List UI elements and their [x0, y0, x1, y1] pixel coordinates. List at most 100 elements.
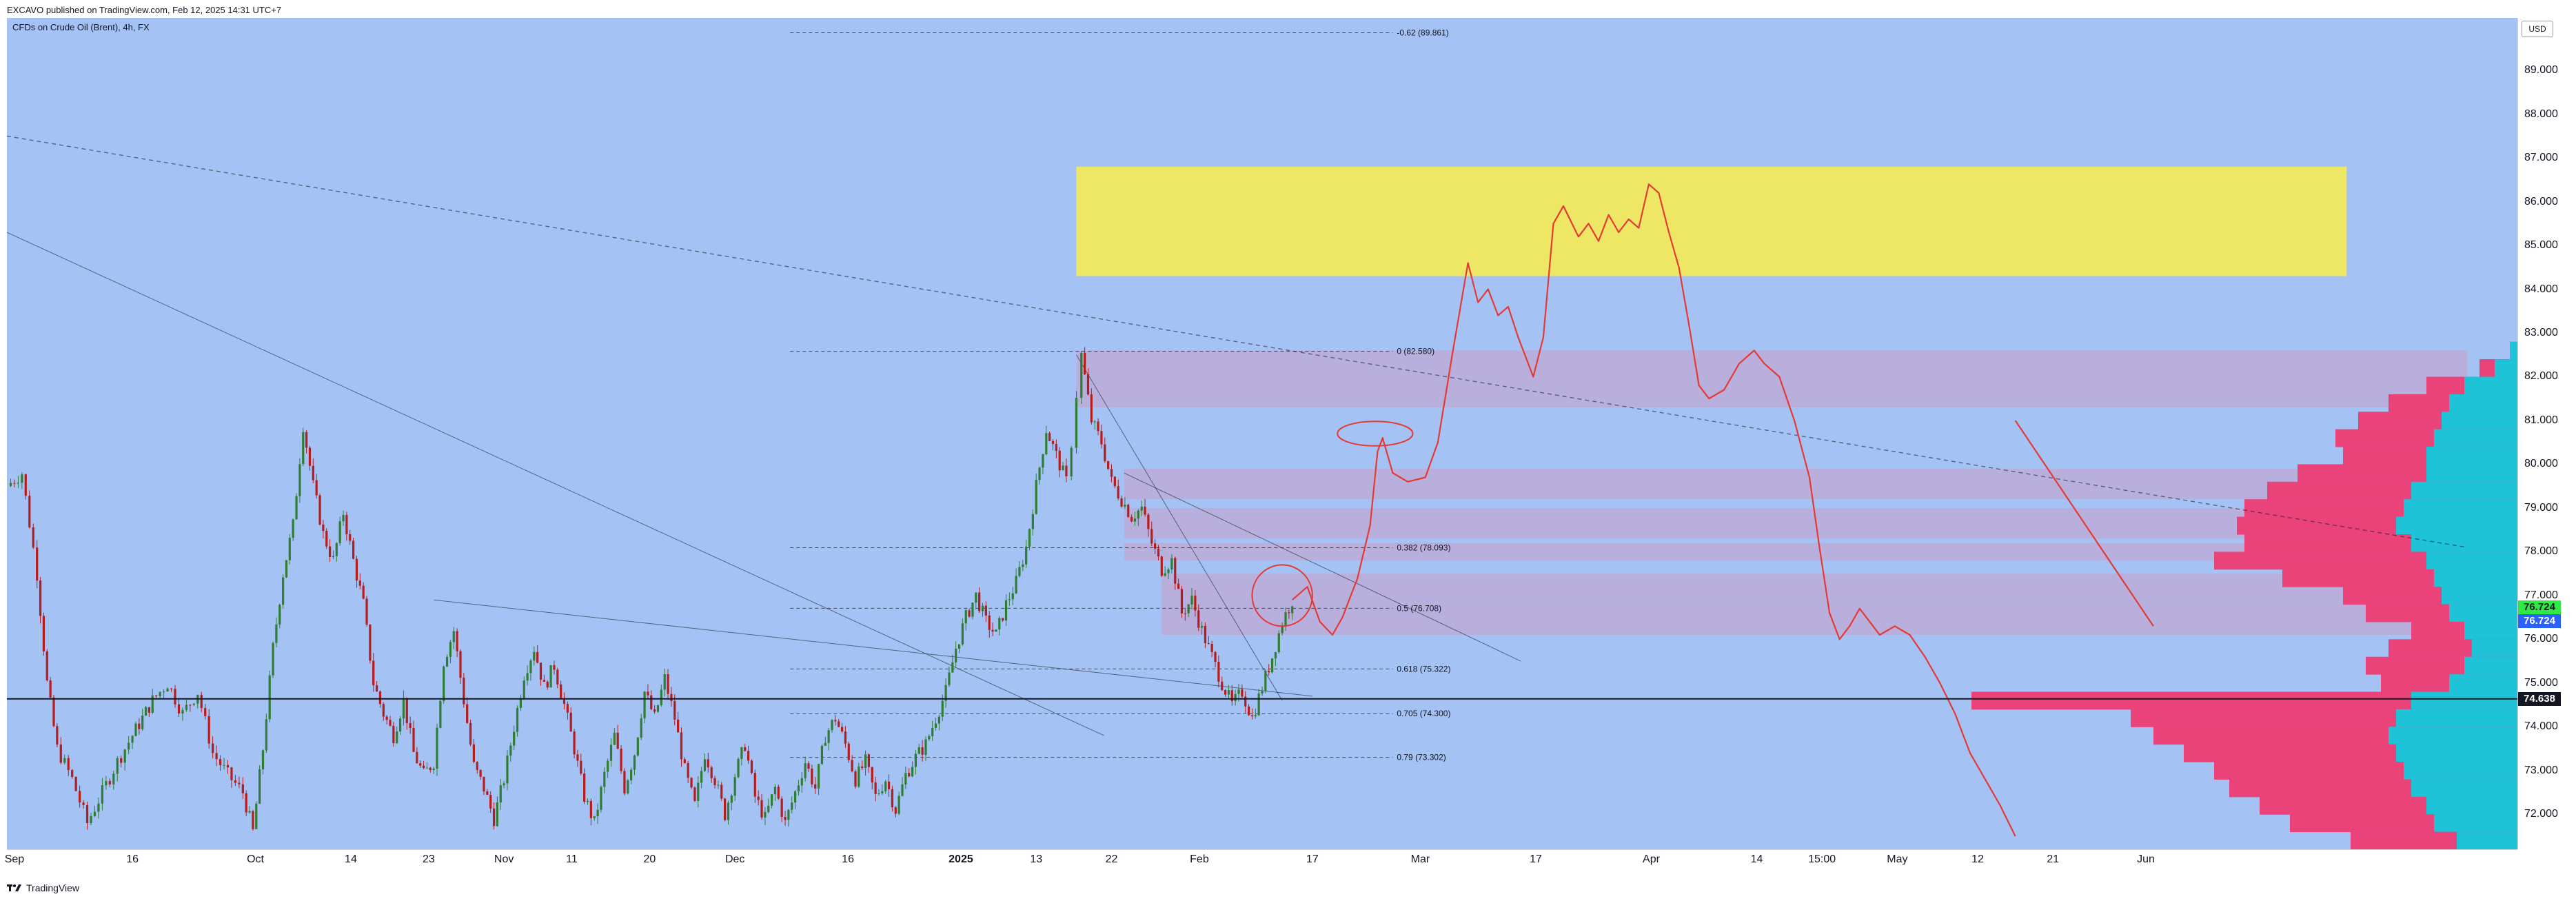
price-axis[interactable]	[2517, 18, 2576, 849]
candle-body	[807, 763, 810, 769]
candle-body	[670, 694, 673, 701]
candle-body	[223, 765, 225, 766]
candle-body	[248, 811, 251, 813]
volume-profile-cyan-bar	[2442, 587, 2517, 605]
candle-body	[791, 802, 793, 810]
time-axis-tick: 15:00	[1808, 853, 1836, 865]
candle-body	[255, 803, 258, 829]
candle-body	[523, 680, 525, 698]
candle-body	[814, 784, 817, 789]
time-axis-tick: 16	[126, 853, 139, 865]
candle-body	[750, 760, 753, 773]
candle-body	[971, 603, 974, 617]
candle-body	[546, 681, 549, 688]
candle-body	[1084, 352, 1086, 374]
candle-body	[71, 770, 74, 778]
candle-body	[241, 784, 244, 793]
candle-body	[1230, 690, 1233, 702]
candle-body	[288, 538, 291, 560]
candle-body	[1154, 543, 1157, 549]
candle-body	[302, 432, 305, 465]
published-caption: EXCAVO published on TradingView.com, Feb…	[7, 5, 282, 15]
volume-profile-cyan-bar	[2457, 831, 2517, 849]
candle-body	[667, 674, 669, 694]
candle-body	[329, 546, 332, 557]
candle-body	[867, 754, 871, 767]
candle-body	[881, 791, 884, 793]
price-tag: 76.724	[2518, 614, 2561, 629]
candle-body	[957, 644, 961, 649]
candle-body	[1113, 476, 1116, 487]
candle-body	[941, 700, 944, 717]
candle-body	[533, 651, 536, 661]
candle-body	[560, 684, 562, 698]
candle-body	[1150, 529, 1153, 544]
candle-body	[911, 767, 914, 777]
volume-profile-cyan-bar	[2510, 341, 2517, 360]
candle-body	[961, 623, 964, 645]
volume-profile-cyan-bar	[2396, 516, 2517, 535]
candle-body	[519, 698, 522, 708]
highlight-circle	[1251, 564, 1313, 627]
candle-body	[79, 791, 81, 803]
candle-body	[1093, 421, 1096, 423]
candle-body	[13, 483, 16, 484]
chart-plot-area[interactable]: -0.62 (89.861) 0 (82.580) 0.382 (78.093) 0.…	[7, 18, 2517, 849]
candle-body	[1227, 690, 1230, 695]
candle-body	[489, 794, 492, 809]
candle-body	[372, 660, 375, 686]
candle-body	[834, 720, 837, 722]
candle-body	[1130, 516, 1133, 522]
candle-body	[713, 778, 716, 785]
symbol-title: CFDs on Crude Oil (Brent), 4h, FX	[12, 22, 150, 32]
candle-body	[355, 558, 358, 581]
candle-body	[1241, 689, 1244, 697]
candle-body	[840, 727, 844, 732]
candle-body	[526, 673, 529, 681]
candle-body	[847, 743, 850, 760]
candle-body	[891, 789, 894, 807]
candle-body	[452, 631, 455, 642]
candle-body	[740, 747, 743, 759]
candle-body	[804, 763, 807, 778]
price-axis-tick: 80.000	[2524, 458, 2558, 470]
volume-profile-cyan-bar	[2472, 639, 2517, 658]
time-axis-tick: 16	[842, 853, 854, 865]
candle-body	[1117, 486, 1119, 498]
candle-body	[1002, 618, 1004, 621]
candle-body	[318, 495, 321, 525]
volume-profile-cyan-bar	[2411, 481, 2517, 500]
forecast-arrow-line	[2014, 420, 2154, 627]
candle-body	[469, 722, 472, 745]
candle-body	[1261, 691, 1264, 694]
candle-body	[887, 781, 891, 789]
candle-body	[539, 662, 542, 680]
currency-badge[interactable]: USD	[2522, 21, 2553, 37]
candle-body	[1086, 374, 1090, 395]
candle-body	[445, 656, 449, 667]
candle-body	[476, 762, 478, 770]
candle-body	[1264, 671, 1267, 691]
candle-body	[325, 531, 328, 547]
candle-body	[653, 709, 656, 712]
fib-level-label: 0.618 (75.322)	[1397, 664, 1450, 674]
time-axis[interactable]	[7, 849, 2517, 871]
price-axis-tick: 79.000	[2524, 501, 2558, 514]
time-axis-tick: Feb	[1190, 853, 1209, 865]
candle-body	[443, 666, 445, 701]
candle-body	[753, 773, 756, 797]
candle-body	[697, 782, 700, 801]
volume-profile-cyan-bar	[2495, 359, 2517, 377]
candle-body	[944, 685, 947, 701]
chart-canvas[interactable]: -0.62 (89.861) 0 (82.580) 0.382 (78.093) 0.…	[7, 18, 2517, 849]
candle-body	[1254, 715, 1257, 717]
time-axis-tick: Sep	[4, 853, 25, 865]
candle-body	[687, 763, 689, 778]
candle-body	[955, 648, 957, 662]
candle-body	[398, 718, 402, 732]
candle-body	[908, 773, 911, 777]
candle-body	[1015, 576, 1017, 594]
candle-body	[1022, 564, 1024, 567]
candle-body	[1048, 433, 1051, 441]
price-tag: 74.638	[2518, 691, 2561, 706]
